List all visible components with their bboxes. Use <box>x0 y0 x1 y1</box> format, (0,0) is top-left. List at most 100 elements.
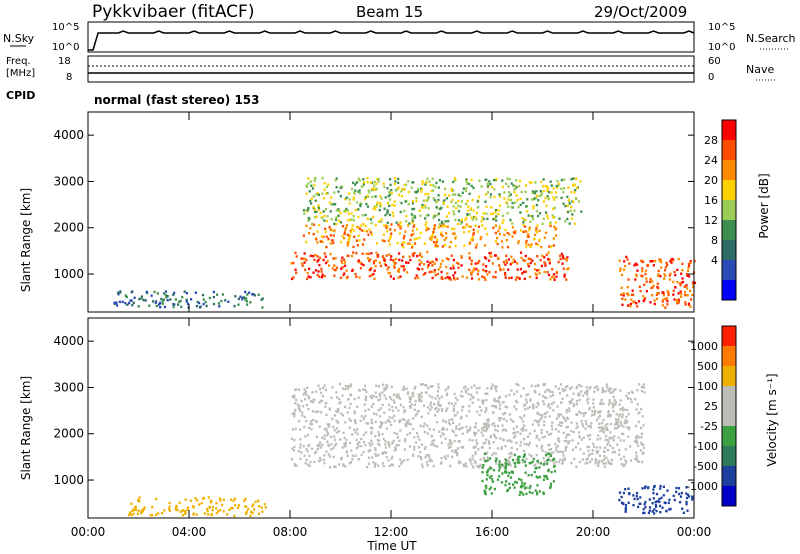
heatmap-cell <box>511 235 514 238</box>
heatmap-cell <box>144 299 147 302</box>
heatmap-cell <box>521 217 524 220</box>
heatmap-cell <box>470 262 473 266</box>
heatmap-cell <box>305 458 308 462</box>
heatmap-cell <box>458 423 461 426</box>
heatmap-cell <box>385 254 388 257</box>
heatmap-cell <box>444 193 447 197</box>
heatmap-cell <box>455 425 458 428</box>
heatmap-cell <box>666 263 669 267</box>
heatmap-cell <box>539 190 542 193</box>
heatmap-cell <box>330 203 333 206</box>
heatmap-cell <box>561 255 565 258</box>
heatmap-cell <box>436 272 439 276</box>
heatmap-cell <box>591 452 594 455</box>
heatmap-cell <box>349 441 352 445</box>
heatmap-cell <box>649 278 652 281</box>
heatmap-cell <box>448 446 451 449</box>
heatmap-cell <box>494 240 497 243</box>
heatmap-cell <box>611 436 614 439</box>
heatmap-cell <box>418 259 421 262</box>
heatmap-cell <box>457 193 460 196</box>
heatmap-cell <box>377 409 380 412</box>
heatmap-cell <box>643 486 646 489</box>
heatmap-cell <box>329 234 332 237</box>
heatmap-cell <box>601 390 604 394</box>
heatmap-cell <box>505 261 509 264</box>
heatmap-cell <box>446 454 449 458</box>
heatmap-cell <box>222 510 225 513</box>
heatmap-cell <box>571 439 574 442</box>
heatmap-cell <box>405 387 408 391</box>
heatmap-cell <box>508 482 511 486</box>
heatmap-cell <box>483 489 486 492</box>
heatmap-cell <box>230 498 233 501</box>
heatmap-cell <box>327 444 331 448</box>
heatmap-cell <box>535 405 538 409</box>
heatmap-cell <box>468 192 471 195</box>
heatmap-cell <box>329 210 332 213</box>
heatmap-cell <box>603 446 607 449</box>
heatmap-cell <box>641 267 644 270</box>
heatmap-cell <box>428 455 431 459</box>
heatmap-cell <box>391 405 394 409</box>
heatmap-cell <box>372 272 375 276</box>
velocity-ylabel: Slant Range [km] <box>19 376 33 480</box>
heatmap-cell <box>403 183 406 187</box>
heatmap-cell <box>444 187 447 191</box>
heatmap-cell <box>352 219 355 222</box>
heatmap-cell <box>397 396 400 399</box>
heatmap-cell <box>393 229 396 232</box>
heatmap-cell <box>543 461 546 464</box>
colorbar-segment <box>722 160 736 181</box>
heatmap-cell <box>617 424 620 427</box>
heatmap-cell <box>548 448 551 451</box>
heatmap-cell <box>307 407 310 411</box>
heatmap-cell <box>341 387 344 390</box>
heatmap-cell <box>543 424 546 427</box>
heatmap-cell <box>464 389 467 392</box>
heatmap-cell <box>451 455 454 459</box>
heatmap-cell <box>339 195 342 198</box>
heatmap-cell <box>402 385 406 389</box>
heatmap-cell <box>246 293 249 296</box>
heatmap-cell <box>310 202 313 205</box>
heatmap-cell <box>334 465 337 468</box>
heatmap-cell <box>137 499 140 502</box>
heatmap-cell <box>565 278 568 281</box>
heatmap-cell <box>374 391 377 394</box>
heatmap-cell <box>643 503 646 506</box>
heatmap-cell <box>209 501 213 504</box>
heatmap-cell <box>365 421 368 425</box>
heatmap-cell <box>515 425 518 428</box>
heatmap-cell <box>177 303 180 306</box>
heatmap-cell <box>488 488 491 491</box>
heatmap-cell <box>483 276 486 279</box>
heatmap-cell <box>448 418 451 422</box>
heatmap-cell <box>457 440 460 443</box>
heatmap-cell <box>586 393 589 396</box>
heatmap-cell <box>568 409 571 413</box>
heatmap-cell <box>410 213 413 216</box>
heatmap-cell <box>540 246 543 249</box>
heatmap-cell <box>564 257 567 261</box>
heatmap-cell <box>351 254 354 258</box>
heatmap-cell <box>531 198 534 201</box>
heatmap-cell <box>311 400 315 404</box>
heatmap-cell <box>519 203 522 206</box>
heatmap-cell <box>345 224 349 227</box>
heatmap-cell <box>338 402 341 405</box>
heatmap-cell <box>349 384 353 388</box>
heatmap-cell <box>659 275 662 278</box>
heatmap-cell <box>483 425 486 429</box>
heatmap-cell <box>194 291 197 294</box>
heatmap-cell <box>331 386 334 389</box>
heatmap-cell <box>163 509 166 512</box>
heatmap-cell <box>592 442 595 446</box>
heatmap-cell <box>342 431 345 435</box>
heatmap-cell <box>605 383 608 386</box>
colorbar-segment <box>722 240 736 261</box>
heatmap-cell <box>562 257 565 260</box>
heatmap-cell <box>495 219 498 222</box>
heatmap-cell <box>138 496 141 499</box>
heatmap-cell <box>524 184 528 187</box>
